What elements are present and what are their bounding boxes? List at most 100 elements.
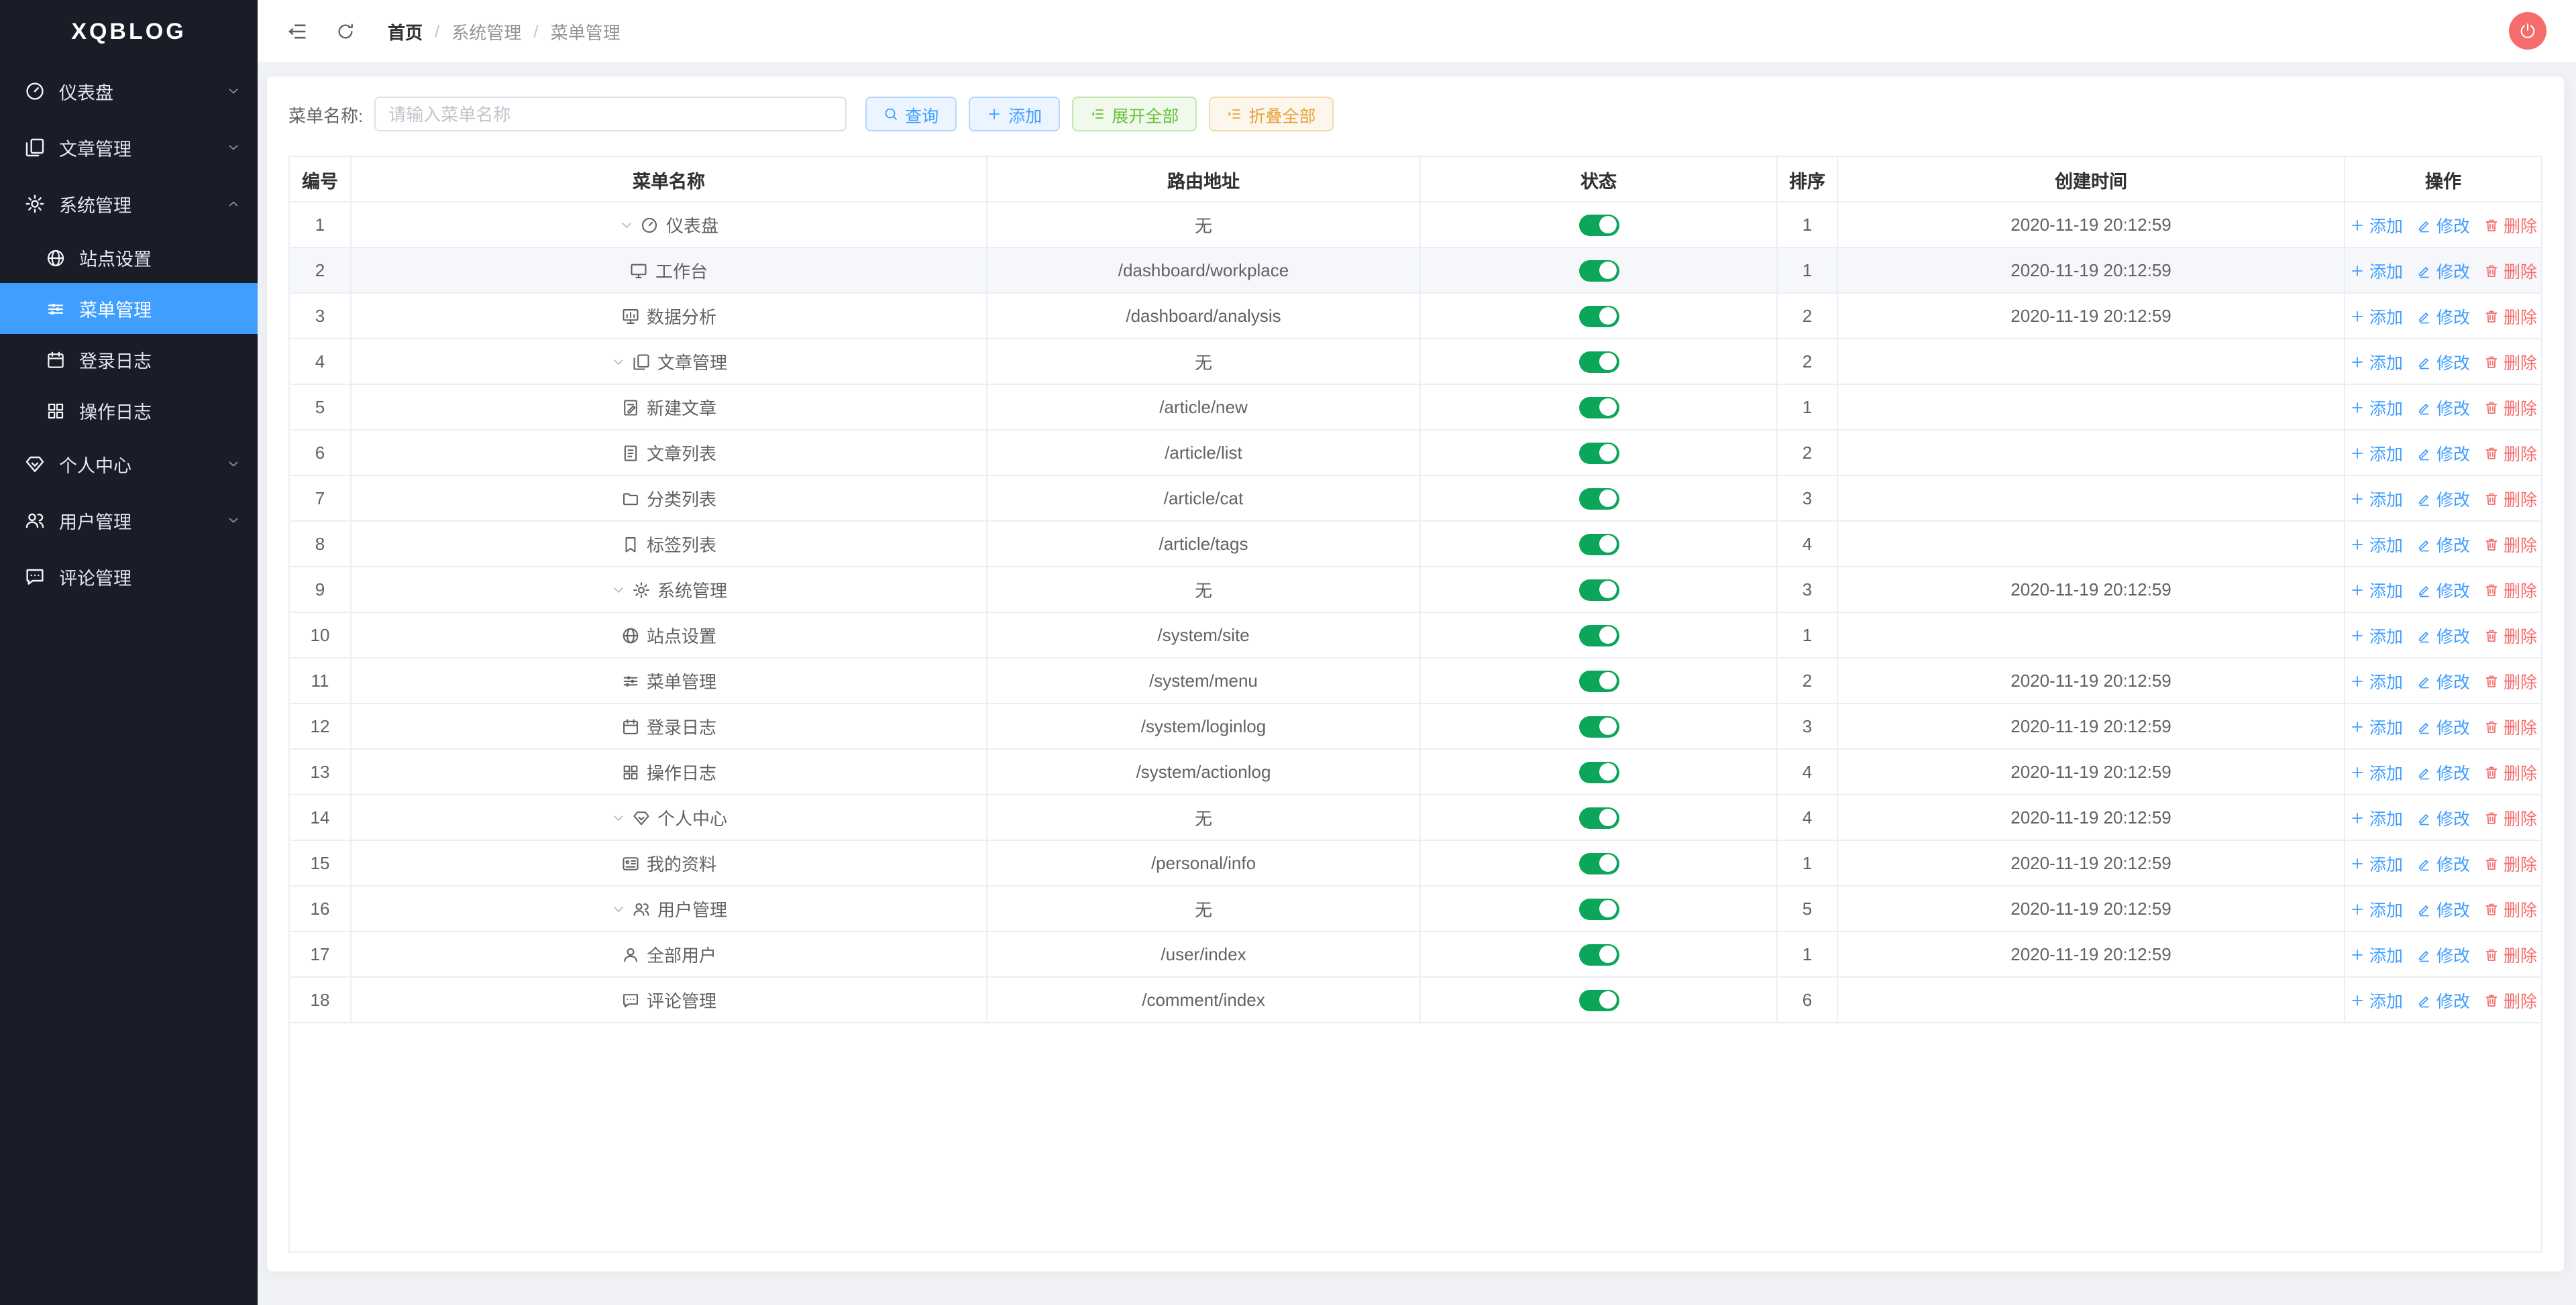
status-toggle[interactable] [1578,351,1619,372]
row-edit-link[interactable]: 修改 [2416,850,2470,876]
sidebar-item-dashboard[interactable]: 仪表盘 [0,63,258,119]
sidebar-item-site-settings[interactable]: 站点设置 [0,232,258,283]
row-add-link[interactable]: 添加 [2349,622,2403,648]
sidebar-item-article[interactable]: 文章管理 [0,119,258,176]
status-toggle[interactable] [1578,488,1619,509]
row-add-link[interactable]: 添加 [2349,212,2403,237]
row-delete-link[interactable]: 删除 [2483,440,2537,465]
breadcrumb-home[interactable]: 首页 [388,22,423,42]
status-toggle[interactable] [1578,807,1619,828]
collapse-all-button[interactable]: 折叠全部 [1208,97,1334,131]
status-toggle[interactable] [1578,761,1619,783]
sidebar-item-action-log[interactable]: 操作日志 [0,385,258,436]
expand-caret-icon[interactable] [610,901,627,917]
cell-status [1421,932,1778,978]
expand-caret-icon[interactable] [610,353,627,370]
row-delete-link[interactable]: 删除 [2483,394,2537,420]
status-toggle[interactable] [1578,944,1619,965]
row-delete-link[interactable]: 删除 [2483,896,2537,921]
row-add-link[interactable]: 添加 [2349,440,2403,465]
status-toggle[interactable] [1578,442,1619,463]
row-delete-link[interactable]: 删除 [2483,531,2537,557]
status-toggle[interactable] [1578,260,1619,281]
row-edit-link[interactable]: 修改 [2416,805,2470,830]
add-button[interactable]: 添加 [968,97,1060,131]
sidebar-item-system[interactable]: 系统管理 [0,176,258,232]
status-toggle[interactable] [1578,624,1619,646]
row-add-link[interactable]: 添加 [2349,942,2403,967]
row-edit-link[interactable]: 修改 [2416,942,2470,967]
expand-caret-icon[interactable] [619,217,635,233]
row-add-link[interactable]: 添加 [2349,759,2403,785]
row-delete-link[interactable]: 删除 [2483,668,2537,693]
row-edit-link[interactable]: 修改 [2416,577,2470,602]
logout-button[interactable] [2509,12,2546,50]
row-edit-link[interactable]: 修改 [2416,896,2470,921]
row-add-link[interactable]: 添加 [2349,577,2403,602]
row-edit-link[interactable]: 修改 [2416,440,2470,465]
row-add-link[interactable]: 添加 [2349,714,2403,739]
row-edit-link[interactable]: 修改 [2416,258,2470,283]
sidebar-item-user[interactable]: 用户管理 [0,492,258,549]
row-delete-link[interactable]: 删除 [2483,303,2537,329]
sidebar-item-comment[interactable]: 评论管理 [0,549,258,605]
row-edit-link[interactable]: 修改 [2416,622,2470,648]
status-toggle[interactable] [1578,305,1619,327]
status-toggle[interactable] [1578,852,1619,874]
row-edit-link[interactable]: 修改 [2416,714,2470,739]
menu-fold-icon[interactable] [286,19,309,42]
row-delete-link[interactable]: 删除 [2483,759,2537,785]
expand-caret-icon[interactable] [610,581,627,598]
status-toggle[interactable] [1578,396,1619,418]
row-add-link[interactable]: 添加 [2349,258,2403,283]
status-toggle[interactable] [1578,898,1619,919]
row-edit-link[interactable]: 修改 [2416,349,2470,374]
sidebar-item-personal[interactable]: 个人中心 [0,436,258,492]
row-delete-link[interactable]: 删除 [2483,850,2537,876]
row-edit-link[interactable]: 修改 [2416,486,2470,511]
status-toggle[interactable] [1578,533,1619,555]
row-add-link[interactable]: 添加 [2349,303,2403,329]
row-edit-link[interactable]: 修改 [2416,531,2470,557]
status-toggle[interactable] [1578,214,1619,235]
row-delete-link[interactable]: 删除 [2483,805,2537,830]
row-edit-link[interactable]: 修改 [2416,987,2470,1013]
row-add-link[interactable]: 添加 [2349,349,2403,374]
status-toggle[interactable] [1578,989,1619,1011]
menu-name-input[interactable] [374,97,847,131]
row-delete-link[interactable]: 删除 [2483,622,2537,648]
row-add-link[interactable]: 添加 [2349,805,2403,830]
row-add-link[interactable]: 添加 [2349,394,2403,420]
row-delete-link[interactable]: 删除 [2483,486,2537,511]
cell-actions: 添加 修改 删除 [2345,887,2541,932]
row-edit-link[interactable]: 修改 [2416,668,2470,693]
row-delete-link[interactable]: 删除 [2483,258,2537,283]
sidebar-item-login-log[interactable]: 登录日志 [0,334,258,385]
row-edit-link[interactable]: 修改 [2416,303,2470,329]
expand-all-button[interactable]: 展开全部 [1071,97,1197,131]
row-edit-link[interactable]: 修改 [2416,212,2470,237]
row-delete-link[interactable]: 删除 [2483,349,2537,374]
row-add-link[interactable]: 添加 [2349,486,2403,511]
breadcrumb-system[interactable]: 系统管理 [451,22,522,42]
row-add-link[interactable]: 添加 [2349,850,2403,876]
row-delete-link[interactable]: 删除 [2483,942,2537,967]
row-edit-link[interactable]: 修改 [2416,394,2470,420]
row-add-link[interactable]: 添加 [2349,987,2403,1013]
expand-caret-icon[interactable] [610,809,627,826]
refresh-icon[interactable] [335,21,356,41]
status-toggle[interactable] [1578,716,1619,737]
cell-id: 15 [290,841,352,887]
row-add-link[interactable]: 添加 [2349,531,2403,557]
row-add-link[interactable]: 添加 [2349,668,2403,693]
row-delete-link[interactable]: 删除 [2483,987,2537,1013]
row-delete-link[interactable]: 删除 [2483,212,2537,237]
query-button[interactable]: 查询 [865,97,957,131]
row-add-link[interactable]: 添加 [2349,896,2403,921]
status-toggle[interactable] [1578,670,1619,691]
row-edit-link[interactable]: 修改 [2416,759,2470,785]
status-toggle[interactable] [1578,579,1619,600]
row-delete-link[interactable]: 删除 [2483,714,2537,739]
row-delete-link[interactable]: 删除 [2483,577,2537,602]
sidebar-item-menu-management[interactable]: 菜单管理 [0,283,258,334]
